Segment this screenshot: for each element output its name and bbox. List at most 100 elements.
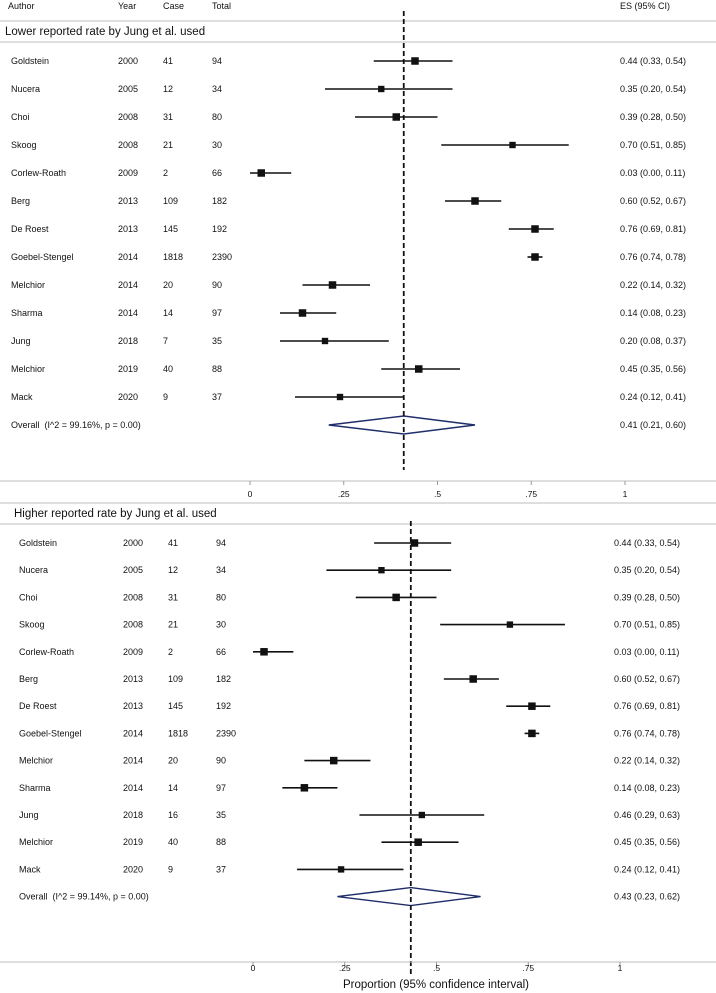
study-es-ci: 0.45 (0.35, 0.56) xyxy=(620,364,686,374)
study-author: Corlew-Roath xyxy=(19,647,74,657)
x-tick-label: 1 xyxy=(618,963,623,973)
study-author: De Roest xyxy=(11,224,49,234)
point-estimate-marker xyxy=(411,57,419,65)
study-author: Sharma xyxy=(11,308,43,318)
study-total: 192 xyxy=(216,701,231,711)
study-es-ci: 0.76 (0.74, 0.78) xyxy=(620,252,686,262)
study-case: 31 xyxy=(168,592,178,602)
study-es-ci: 0.24 (0.12, 0.41) xyxy=(620,392,686,402)
point-estimate-marker xyxy=(509,141,516,149)
point-estimate-marker xyxy=(257,169,265,177)
study-case: 7 xyxy=(163,336,168,346)
study-total: 97 xyxy=(212,308,222,318)
study-es-ci: 0.22 (0.14, 0.32) xyxy=(614,756,680,766)
point-estimate-marker xyxy=(471,197,479,205)
study-case: 2 xyxy=(163,168,168,178)
overall-es-ci: 0.41 (0.21, 0.60) xyxy=(620,420,686,430)
point-estimate-marker xyxy=(469,675,477,683)
x-tick-label: 1 xyxy=(623,489,628,499)
study-author: Nucera xyxy=(11,84,40,94)
point-estimate-marker xyxy=(415,365,423,373)
plot-marks xyxy=(250,11,569,470)
point-estimate-marker xyxy=(378,567,385,574)
study-author: Mack xyxy=(11,392,33,402)
study-es-ci: 0.46 (0.29, 0.63) xyxy=(614,810,680,820)
overall-diamond xyxy=(337,886,481,907)
study-case: 1818 xyxy=(163,252,183,262)
study-es-ci: 0.14 (0.08, 0.23) xyxy=(620,308,686,318)
study-year: 2013 xyxy=(123,674,143,684)
study-author: Corlew-Roath xyxy=(11,168,66,178)
study-case: 20 xyxy=(163,280,173,290)
point-estimate-marker xyxy=(392,593,400,602)
study-author: Melchior xyxy=(11,364,45,374)
study-total: 30 xyxy=(212,140,222,150)
study-case: 16 xyxy=(168,810,178,820)
point-estimate-marker xyxy=(531,253,539,261)
point-estimate-marker xyxy=(410,539,419,547)
x-axis: 0 .25 .5 .75 1 xyxy=(0,480,716,499)
study-year: 2019 xyxy=(123,837,143,847)
study-total: 66 xyxy=(216,647,226,657)
study-author: Melchior xyxy=(11,280,45,290)
x-axis: 0 .25 .5 .75 1 xyxy=(0,961,716,973)
x-tick-label: 0 xyxy=(251,963,256,973)
study-es-ci: 0.76 (0.69, 0.81) xyxy=(620,224,686,234)
study-author: Berg xyxy=(11,196,30,206)
study-case: 21 xyxy=(168,620,178,630)
study-case: 145 xyxy=(163,224,178,234)
study-es-ci: 0.24 (0.12, 0.41) xyxy=(614,864,680,874)
study-case: 9 xyxy=(163,392,168,402)
col-case-header: Case xyxy=(163,1,184,11)
panel-title: Lower reported rate by Jung et al. used xyxy=(5,26,205,38)
x-tick-label: .5 xyxy=(433,963,440,973)
study-total: 80 xyxy=(216,592,226,602)
study-year: 2008 xyxy=(123,592,143,602)
study-es-ci: 0.44 (0.33, 0.54) xyxy=(620,56,686,66)
column-header: Author Year Case Total ES (95% CI) xyxy=(8,1,670,11)
study-es-ci: 0.60 (0.52, 0.67) xyxy=(620,196,686,206)
x-tick-label: .75 xyxy=(522,963,534,973)
study-case: 109 xyxy=(168,674,183,684)
overall-label-text: Overall xyxy=(11,420,40,430)
x-tick-label: .5 xyxy=(434,489,441,499)
x-tick-label: .25 xyxy=(339,963,351,973)
point-estimate-marker xyxy=(414,838,422,846)
study-year: 2014 xyxy=(123,728,143,738)
forest-panel-higher: Higher reported rate by Jung et al. used… xyxy=(0,508,716,975)
study-case: 21 xyxy=(163,140,173,150)
study-author: Skoog xyxy=(11,140,37,150)
study-author: Goebel-Stengel xyxy=(19,728,82,738)
study-author: Goldstein xyxy=(11,56,49,66)
x-tick-label: .25 xyxy=(338,489,350,499)
overall-es-ci: 0.43 (0.23, 0.62) xyxy=(614,892,680,902)
study-author: Nucera xyxy=(19,565,48,575)
study-case: 31 xyxy=(163,112,173,122)
study-total: 94 xyxy=(212,56,222,66)
study-total: 182 xyxy=(212,196,227,206)
point-estimate-marker xyxy=(506,621,514,628)
x-axis-label: Proportion (95% confidence interval) xyxy=(343,979,529,991)
study-total: 2390 xyxy=(212,252,232,262)
study-case: 12 xyxy=(168,565,178,575)
study-year: 2013 xyxy=(123,701,143,711)
study-es-ci: 0.35 (0.20, 0.54) xyxy=(620,84,686,94)
study-year: 2013 xyxy=(118,224,138,234)
study-total: 94 xyxy=(216,538,226,548)
study-case: 145 xyxy=(168,701,183,711)
study-year: 2020 xyxy=(123,864,143,874)
study-total: 30 xyxy=(216,620,226,630)
study-year: 2018 xyxy=(123,810,143,820)
study-es-ci: 0.14 (0.08, 0.23) xyxy=(614,783,680,793)
study-total: 2390 xyxy=(216,728,236,738)
study-year: 2014 xyxy=(123,783,143,793)
study-case: 9 xyxy=(168,864,173,874)
point-estimate-marker xyxy=(300,784,309,792)
study-year: 2019 xyxy=(118,364,138,374)
study-case: 109 xyxy=(163,196,178,206)
point-estimate-marker xyxy=(329,756,338,765)
overall-heterogeneity: (I^2 = 99.14%, p = 0.00) xyxy=(53,892,149,902)
study-total: 35 xyxy=(212,336,222,346)
point-estimate-marker xyxy=(321,337,329,345)
